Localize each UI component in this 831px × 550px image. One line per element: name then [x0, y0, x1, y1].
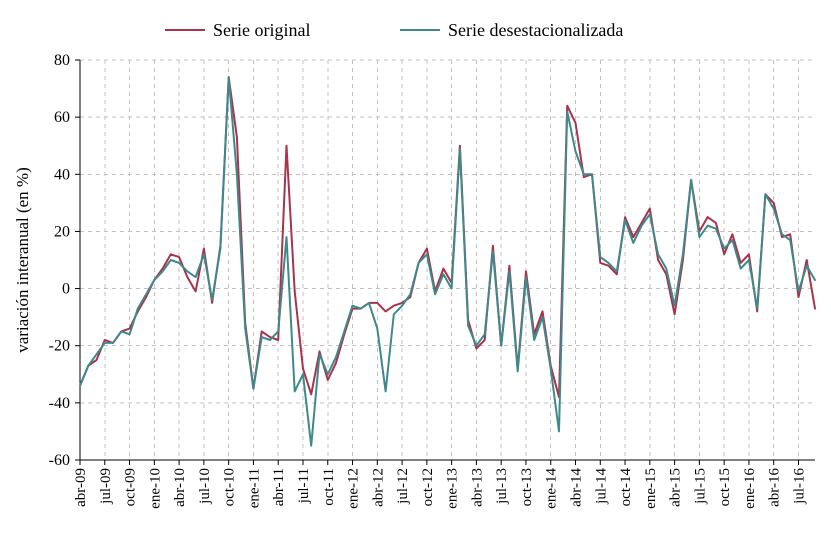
x-tick-label: abr-10 [172, 468, 188, 507]
x-tick-label: jul-15 [692, 468, 708, 505]
x-tick-label: ene-10 [147, 468, 163, 509]
y-tick-label: 40 [54, 166, 70, 183]
x-tick-label: oct-14 [618, 468, 634, 507]
x-tick-label: abr-09 [73, 468, 89, 507]
x-tick-label: oct-09 [123, 468, 139, 506]
x-tick-label: jul-14 [593, 468, 609, 505]
x-tick-label: ene-15 [643, 468, 659, 509]
y-tick-label: 20 [54, 223, 70, 240]
x-tick-label: ene-11 [246, 468, 262, 508]
time-series-chart: -60 -40 -20 0 20 40 60 80 abr-09 jul-09 oct-09 ene-… [0, 0, 831, 550]
y-tick-label: 80 [54, 52, 70, 69]
x-tick-label: abr-12 [370, 468, 386, 507]
x-tick-label: oct-15 [717, 468, 733, 506]
x-tick-label: abr-13 [469, 468, 485, 507]
chart-svg: -60 -40 -20 0 20 40 60 80 abr-09 jul-09 oct-09 ene-… [0, 0, 831, 550]
y-tick-label: 60 [54, 109, 70, 126]
y-axis-title: variación interanual (en %) [13, 167, 32, 353]
y-tick-label: -20 [49, 338, 70, 355]
y-tick-label: -60 [49, 452, 70, 469]
x-tick-label: oct-13 [519, 468, 535, 506]
legend-label-desest: Serie desestacionalizada [448, 20, 623, 40]
x-tick-label: oct-12 [420, 468, 436, 506]
x-tick-label: jul-11 [296, 468, 312, 504]
x-tick-label: abr-14 [569, 468, 585, 507]
legend-label-original: Serie original [213, 20, 310, 40]
y-tick-label: 0 [62, 281, 70, 298]
x-tick-label: jul-16 [791, 468, 807, 505]
x-tick-label: ene-16 [742, 468, 758, 509]
x-tick-label: jul-10 [197, 468, 213, 505]
x-tick-label: jul-12 [395, 468, 411, 505]
x-tick-label: ene-12 [346, 468, 362, 509]
x-tick-label: abr-11 [271, 468, 287, 506]
x-tick-label: abr-15 [668, 468, 684, 507]
x-tick-label: oct-10 [222, 468, 238, 506]
y-tick-label: -40 [49, 395, 70, 412]
x-tick-label: jul-09 [98, 468, 114, 505]
x-tick-label: ene-13 [445, 468, 461, 509]
x-tick-label: abr-16 [767, 468, 783, 507]
x-tick-label: oct-11 [321, 468, 337, 506]
x-tick-label: ene-14 [544, 468, 560, 509]
x-tick-label: jul-13 [494, 468, 510, 505]
